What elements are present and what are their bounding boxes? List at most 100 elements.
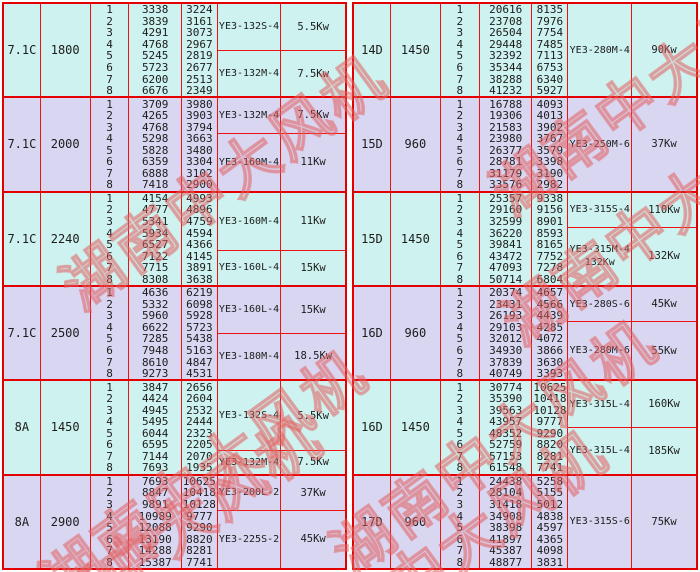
pressure-value: 2323 <box>186 426 213 440</box>
pressure-column: 4657 4566 4439 4285 4072 3866 3630 3393 <box>531 286 567 380</box>
flow-value: 52759 <box>489 438 523 452</box>
row-number: 8 <box>106 84 113 98</box>
motor-power-cell: 15Kw <box>300 303 326 316</box>
row-number: 2 <box>456 392 464 406</box>
row-number: 6 <box>456 532 464 546</box>
fan-model-cell: 15D <box>361 137 383 152</box>
flow-value: 4424 <box>141 392 169 406</box>
row-number: 2 <box>106 297 113 311</box>
motor-power-column: YE3-160M-4 11Kw YE3-160L-4 15Kw <box>216 192 345 285</box>
flow-value: 32012 <box>489 332 523 346</box>
motor-model-cell: YE3-160M-4 <box>218 133 282 191</box>
motor-power-column: YE3-132S-4 5.5Kw YE3-132M-4 7.5Kw <box>216 381 345 474</box>
pressure-value: 5927 <box>536 84 564 98</box>
pressure-value: 4896 <box>186 203 213 217</box>
flow-column: 24438 28104 31418 34908 38398 41897 45387 48877 <box>478 474 532 568</box>
motor-power-column: YE3-315S-4 110Kw YE3-315M-4 132Kw 132Kw <box>567 192 696 285</box>
row-number: 6 <box>456 343 464 357</box>
pressure-value: 4594 <box>186 226 213 240</box>
pressure-value: 5258 <box>536 474 564 488</box>
flow-value: 47093 <box>489 261 523 275</box>
pressure-value: 3891 <box>186 261 213 275</box>
flow-value: 12088 <box>138 521 172 535</box>
row-number: 8 <box>456 367 464 381</box>
row-number: 2 <box>456 297 464 311</box>
pressure-value: 5012 <box>536 498 564 511</box>
pressure-column: 6219 6098 5928 5723 5438 5163 4847 4531 <box>180 286 217 380</box>
flow-value: 4768 <box>141 120 169 134</box>
flow-value: 7693 <box>141 474 169 488</box>
row-number: 8 <box>456 555 464 569</box>
row-number: 3 <box>106 26 113 40</box>
flow-value: 24438 <box>489 474 523 488</box>
row-number: 2 <box>106 203 113 217</box>
pressure-value: 2444 <box>186 415 213 429</box>
row-number: 3 <box>456 403 464 417</box>
flow-value: 16788 <box>489 97 523 111</box>
pressure-value: 4993 <box>186 191 213 205</box>
flow-value: 19306 <box>489 109 523 123</box>
flow-value: 61548 <box>489 461 523 475</box>
row-number: 1 <box>106 474 113 488</box>
row-number: 8 <box>456 461 464 475</box>
flow-value: 5960 <box>141 309 169 323</box>
fan-model-cell: 7.1C <box>7 326 37 341</box>
row-number: 6 <box>456 438 464 452</box>
pressure-value: 8593 <box>536 226 564 240</box>
motor-power-cell: 11Kw <box>300 156 326 169</box>
pressure-value: 5928 <box>186 309 213 323</box>
flow-value: 29160 <box>489 203 523 217</box>
pressure-value: 8281 <box>186 544 213 558</box>
flow-value: 34930 <box>489 343 523 357</box>
pressure-value: 6804 <box>536 272 564 286</box>
flow-value: 6676 <box>141 84 169 98</box>
pressure-value: 6219 <box>186 286 213 300</box>
pressure-value: 4093 <box>536 97 564 111</box>
flow-value: 5341 <box>141 215 169 229</box>
motor-power-segment: YE3-132M-4 7.5Kw <box>217 49 345 97</box>
pressure-value: 2819 <box>186 49 213 63</box>
row-number: 1 <box>106 286 113 300</box>
pressure-column: 10625 10418 10128 9777 9290 8820 8281 7741 <box>180 475 217 569</box>
motor-power-column: YE3-132M-4 7.5Kw YE3-160M-4 11Kw <box>216 98 345 191</box>
pressure-value: 8901 <box>536 215 564 229</box>
pressure-value: 3579 <box>536 143 564 157</box>
motor-power-column: YE3-250M-6 37Kw <box>567 98 696 191</box>
motor-model-cell: YE3-132M-4 <box>218 98 282 133</box>
flow-column: 3709 4265 4768 5298 5828 6359 6888 7418 <box>128 98 181 191</box>
pressure-value: 4597 <box>536 521 564 535</box>
row-number: 7 <box>456 261 464 275</box>
flow-value: 8308 <box>141 272 169 286</box>
pressure-value: 2656 <box>186 380 213 394</box>
flow-value: 9891 <box>141 498 169 511</box>
flow-value: 3847 <box>141 380 169 394</box>
motor-power-segment: YE3-315M-4 132Kw 132Kw <box>568 226 696 285</box>
flow-value: 35390 <box>489 392 523 406</box>
flow-value: 25357 <box>489 191 523 205</box>
flow-value: 5495 <box>141 415 169 429</box>
flow-value: 5723 <box>141 61 169 74</box>
row-number: 5 <box>456 143 464 157</box>
row-number: 2 <box>456 203 464 217</box>
fan-speed-cell: 2240 <box>39 192 90 285</box>
pressure-value: 3767 <box>536 132 564 146</box>
row-number: 5 <box>106 238 113 252</box>
row-number: 7 <box>106 355 113 369</box>
pressure-value: 7741 <box>186 555 213 569</box>
flow-value: 4636 <box>141 286 169 300</box>
flow-value: 45387 <box>489 544 523 558</box>
flow-value: 4154 <box>141 191 169 205</box>
row-number: 6 <box>106 155 113 169</box>
flow-column: 20374 23431 26193 29103 32012 34930 37839 40749 <box>478 286 532 380</box>
motor-model-cell: YE3-132S-4 <box>218 4 282 50</box>
pressure-value: 4072 <box>536 332 564 346</box>
pressure-value: 4145 <box>186 249 213 263</box>
fan-speed-cell: 1450 <box>389 381 440 474</box>
motor-model-cell: YE3-280M-4 <box>568 4 633 97</box>
